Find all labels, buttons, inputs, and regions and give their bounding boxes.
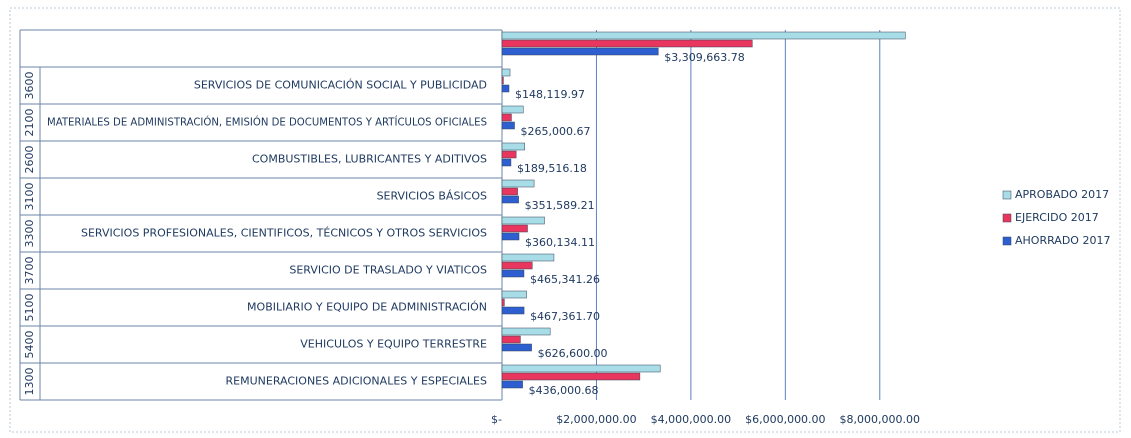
bar	[501, 253, 555, 262]
x-tick-label: $8,000,000.00	[840, 413, 920, 426]
category-label: REMUNERACIONES ADICIONALES Y ESPECIALES	[226, 375, 487, 388]
bar	[501, 224, 528, 233]
category-code: 5100	[23, 294, 36, 322]
bar	[501, 195, 519, 204]
data-label: $360,134.11	[525, 236, 595, 249]
x-tick-label: $-	[491, 413, 502, 426]
category-code: 5400	[23, 331, 36, 359]
bar	[501, 84, 510, 93]
bar	[501, 335, 521, 344]
bar	[501, 105, 524, 114]
bar	[501, 47, 659, 56]
bar	[501, 121, 515, 130]
legend-label: APROBADO 2017	[1015, 188, 1109, 201]
category-label: MATERIALES DE ADMINISTRACIÓN, EMISIÓN DE…	[47, 116, 487, 129]
data-label: $351,589.21	[525, 199, 595, 212]
data-label: $626,600.00	[538, 347, 608, 360]
bar	[501, 39, 753, 48]
category-label: SERVICIOS PROFESIONALES, CIENTIFICOS, TÉ…	[81, 227, 487, 240]
bar	[501, 327, 551, 336]
category-code: 3100	[23, 183, 36, 211]
category-code: 2600	[23, 146, 36, 174]
chart-border	[9, 7, 1121, 433]
bar	[501, 179, 535, 188]
legend-swatch	[1002, 213, 1012, 223]
bar	[501, 113, 512, 122]
bar	[501, 76, 504, 85]
category-label: SERVICIOS BÁSICOS	[377, 190, 487, 203]
x-tick-label: $2,000,000.00	[556, 413, 636, 426]
bar	[501, 187, 518, 196]
x-tick-label: $6,000,000.00	[745, 413, 825, 426]
bar	[501, 261, 533, 270]
category-code: 3700	[23, 257, 36, 285]
bar	[501, 364, 661, 373]
bar	[501, 232, 520, 241]
bar	[501, 343, 532, 352]
category-label: SERVICIO DE TRASLADO Y VIATICOS	[289, 264, 487, 277]
category-label: VEHICULOS Y EQUIPO TERRESTRE	[300, 338, 487, 351]
bar	[501, 158, 512, 167]
bar	[501, 306, 525, 315]
bar	[501, 269, 525, 278]
category-label: SERVICIOS DE COMUNICACIÓN SOCIAL Y PUBLI…	[194, 79, 487, 92]
data-label: $189,516.18	[517, 162, 587, 175]
bar	[501, 68, 511, 77]
data-label: $436,000.68	[529, 384, 599, 397]
legend-swatch	[1002, 190, 1012, 200]
bar	[501, 31, 906, 40]
data-label: $265,000.67	[521, 125, 591, 138]
data-label: $148,119.97	[515, 88, 585, 101]
x-tick-label: $4,000,000.00	[651, 413, 731, 426]
legend-swatch	[1002, 236, 1012, 246]
data-label: $465,341.26	[530, 273, 600, 286]
bar	[501, 290, 527, 299]
data-label: $3,309,663.78	[664, 51, 744, 64]
data-label: $467,361.70	[530, 310, 600, 323]
bar	[501, 150, 517, 159]
category-code: 1300	[23, 368, 36, 396]
bar	[501, 216, 545, 225]
legend-label: EJERCIDO 2017	[1015, 211, 1099, 224]
category-code: 2100	[23, 109, 36, 137]
category-label: COMBUSTIBLES, LUBRICANTES Y ADITIVOS	[252, 153, 487, 166]
category-code: 3600	[23, 72, 36, 100]
bar	[501, 372, 641, 381]
category-label: MOBILIARIO Y EQUIPO DE ADMINISTRACIÓN	[247, 301, 487, 314]
bar	[501, 142, 525, 151]
bar	[501, 380, 523, 389]
category-code: 3300	[23, 220, 36, 248]
legend-label: AHORRADO 2017	[1015, 234, 1110, 247]
bar	[501, 298, 505, 307]
